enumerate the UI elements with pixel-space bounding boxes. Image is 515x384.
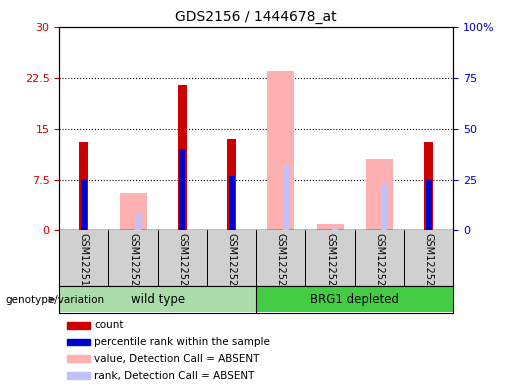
Bar (227, 139, 236, 230)
Text: GSM122520: GSM122520 (128, 233, 138, 293)
Bar (67, 322, 90, 329)
Text: GSM122526: GSM122526 (423, 233, 434, 293)
Bar (283, 166, 289, 230)
Bar (67, 339, 90, 345)
Bar (366, 159, 393, 230)
Bar (81, 180, 87, 230)
Bar (424, 142, 433, 230)
Text: genotype/variation: genotype/variation (5, 295, 104, 305)
Bar (425, 180, 432, 230)
Bar (135, 214, 141, 230)
Text: GSM122522: GSM122522 (227, 233, 236, 293)
Text: GSM122525: GSM122525 (374, 233, 384, 293)
Bar (67, 356, 90, 362)
Text: GSM122523: GSM122523 (276, 233, 286, 293)
FancyBboxPatch shape (59, 286, 256, 313)
Text: value, Detection Call = ABSENT: value, Detection Call = ABSENT (94, 354, 260, 364)
Text: percentile rank within the sample: percentile rank within the sample (94, 337, 270, 347)
Bar (317, 223, 344, 230)
Bar (67, 372, 90, 379)
Bar (381, 183, 387, 230)
Bar (332, 227, 338, 230)
Text: GSM122519: GSM122519 (79, 233, 89, 293)
Bar (119, 193, 147, 230)
Text: count: count (94, 320, 124, 330)
FancyBboxPatch shape (256, 286, 453, 313)
Text: GSM122521: GSM122521 (177, 233, 187, 293)
Bar (179, 149, 185, 230)
Text: GSM122524: GSM122524 (325, 233, 335, 293)
Text: rank, Detection Call = ABSENT: rank, Detection Call = ABSENT (94, 371, 254, 381)
Text: BRG1 depleted: BRG1 depleted (310, 293, 399, 306)
Bar (267, 71, 295, 230)
Text: wild type: wild type (131, 293, 185, 306)
Title: GDS2156 / 1444678_at: GDS2156 / 1444678_at (176, 10, 337, 25)
Bar (79, 142, 88, 230)
Bar (229, 176, 234, 230)
Bar (178, 84, 187, 230)
